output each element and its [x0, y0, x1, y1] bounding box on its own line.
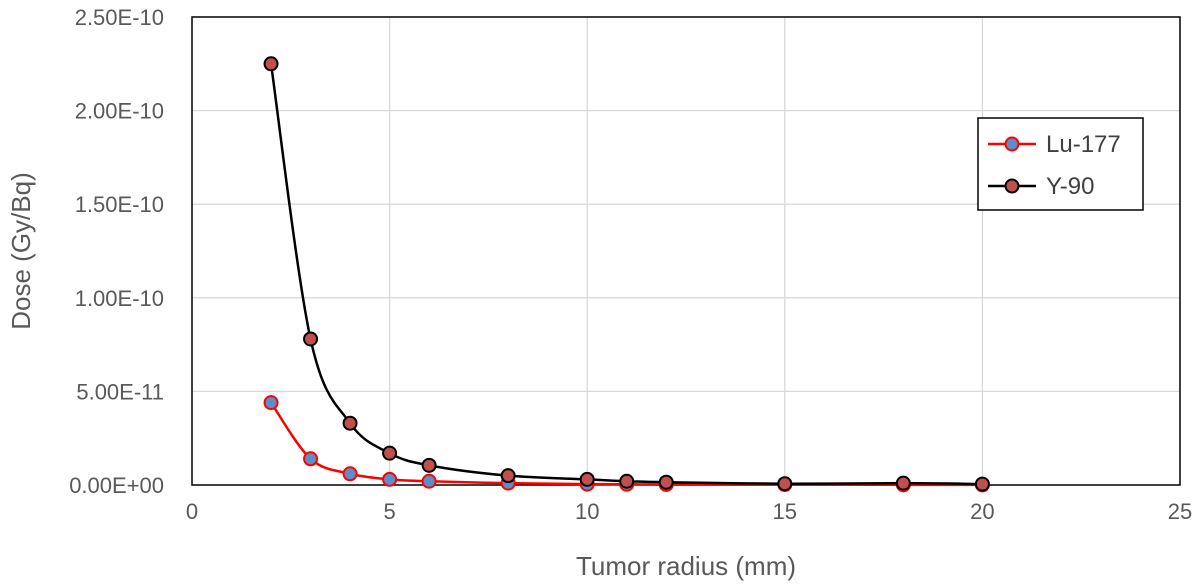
legend: Lu-177 Y-90	[977, 117, 1144, 211]
x-tick-label: 0	[186, 499, 198, 524]
data-point-y-90	[342, 415, 358, 431]
data-point-lu-177	[263, 395, 279, 411]
data-point-y-90	[777, 476, 793, 492]
x-axis-title: Tumor radius (mm)	[576, 551, 796, 581]
y-tick-label: 2.50E-10	[75, 5, 164, 30]
data-point-lu-177	[382, 471, 398, 487]
x-tick-label: 25	[1168, 499, 1192, 524]
data-point-y-90	[303, 331, 319, 347]
data-point-y-90	[619, 473, 635, 489]
data-point-y-90	[500, 468, 516, 484]
y-tick-label: 0.00E+00	[69, 473, 164, 498]
y-tick-label: 1.50E-10	[75, 192, 164, 217]
x-tick-label: 15	[773, 499, 797, 524]
data-point-y-90	[263, 56, 279, 72]
data-point-y-90	[421, 457, 437, 473]
data-point-y-90	[658, 474, 674, 490]
x-tick-label: 20	[970, 499, 994, 524]
data-point-y-90	[895, 475, 911, 491]
data-point-lu-177	[303, 451, 319, 467]
legend-label-lu-177: Lu-177	[1046, 131, 1121, 158]
y-tick-label: 2.00E-10	[75, 99, 164, 124]
plot-frame	[191, 16, 1181, 486]
data-point-lu-177	[342, 466, 358, 482]
x-tick-label: 5	[383, 499, 395, 524]
legend-label-y-90: Y-90	[1046, 173, 1095, 200]
series-line-lu-177	[270, 401, 983, 487]
tick-labels: 0 5 10 15 20 25 0.00E+00 5.00E-11 1.00E-10 1.50E-…	[69, 5, 1192, 524]
y-axis-title: Dose (Gy/Bq)	[6, 172, 36, 330]
data-point-y-90	[579, 471, 595, 487]
x-tick-label: 10	[575, 499, 599, 524]
y-tick-label: 1.00E-10	[75, 286, 164, 311]
gridlines	[192, 17, 1180, 485]
data-point-lu-177	[421, 473, 437, 489]
legend-items: Lu-177 Y-90	[988, 131, 1121, 200]
legend-marker-lu-177	[1004, 136, 1020, 152]
y-tick-label: 5.00E-11	[76, 379, 164, 404]
data-point-y-90	[974, 476, 990, 492]
legend-box	[977, 117, 1144, 211]
series-layer	[263, 56, 990, 493]
legend-marker-y-90	[1004, 178, 1020, 194]
data-point-y-90	[382, 445, 398, 461]
series-line-y-90	[269, 63, 983, 486]
